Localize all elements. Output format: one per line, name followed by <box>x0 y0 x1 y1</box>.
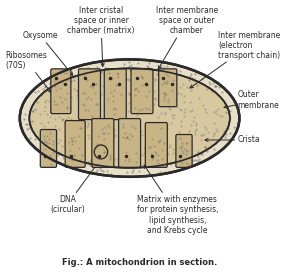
Text: Crista: Crista <box>205 136 260 144</box>
FancyBboxPatch shape <box>40 130 57 167</box>
FancyBboxPatch shape <box>159 69 177 107</box>
Ellipse shape <box>20 59 239 177</box>
Text: Inter membrane
(electron
transport chain): Inter membrane (electron transport chain… <box>190 31 281 88</box>
FancyBboxPatch shape <box>79 69 100 120</box>
Text: Fig.: A mitochondrion in section.: Fig.: A mitochondrion in section. <box>62 258 218 267</box>
Text: Ribosomes
(70S): Ribosomes (70S) <box>6 51 51 92</box>
FancyBboxPatch shape <box>92 119 114 167</box>
Text: Inter cristal
space or inner
chamber (matrix): Inter cristal space or inner chamber (ma… <box>67 6 135 67</box>
FancyBboxPatch shape <box>145 123 167 167</box>
FancyBboxPatch shape <box>65 120 85 167</box>
Text: Matrix with enzymes
for protein synthesis,
lipid synthesis,
and Krebs cycle: Matrix with enzymes for protein synthesi… <box>137 165 218 235</box>
Text: Outer
membrane: Outer membrane <box>224 90 279 110</box>
Text: Oxysome: Oxysome <box>23 32 73 75</box>
FancyBboxPatch shape <box>51 69 71 114</box>
FancyBboxPatch shape <box>119 119 141 167</box>
FancyBboxPatch shape <box>131 69 153 114</box>
Ellipse shape <box>29 68 230 168</box>
FancyBboxPatch shape <box>176 134 192 167</box>
FancyBboxPatch shape <box>104 69 126 120</box>
Text: DNA
(circular): DNA (circular) <box>50 162 99 214</box>
Text: Inter membrane
space or outer
chamber: Inter membrane space or outer chamber <box>156 6 218 69</box>
